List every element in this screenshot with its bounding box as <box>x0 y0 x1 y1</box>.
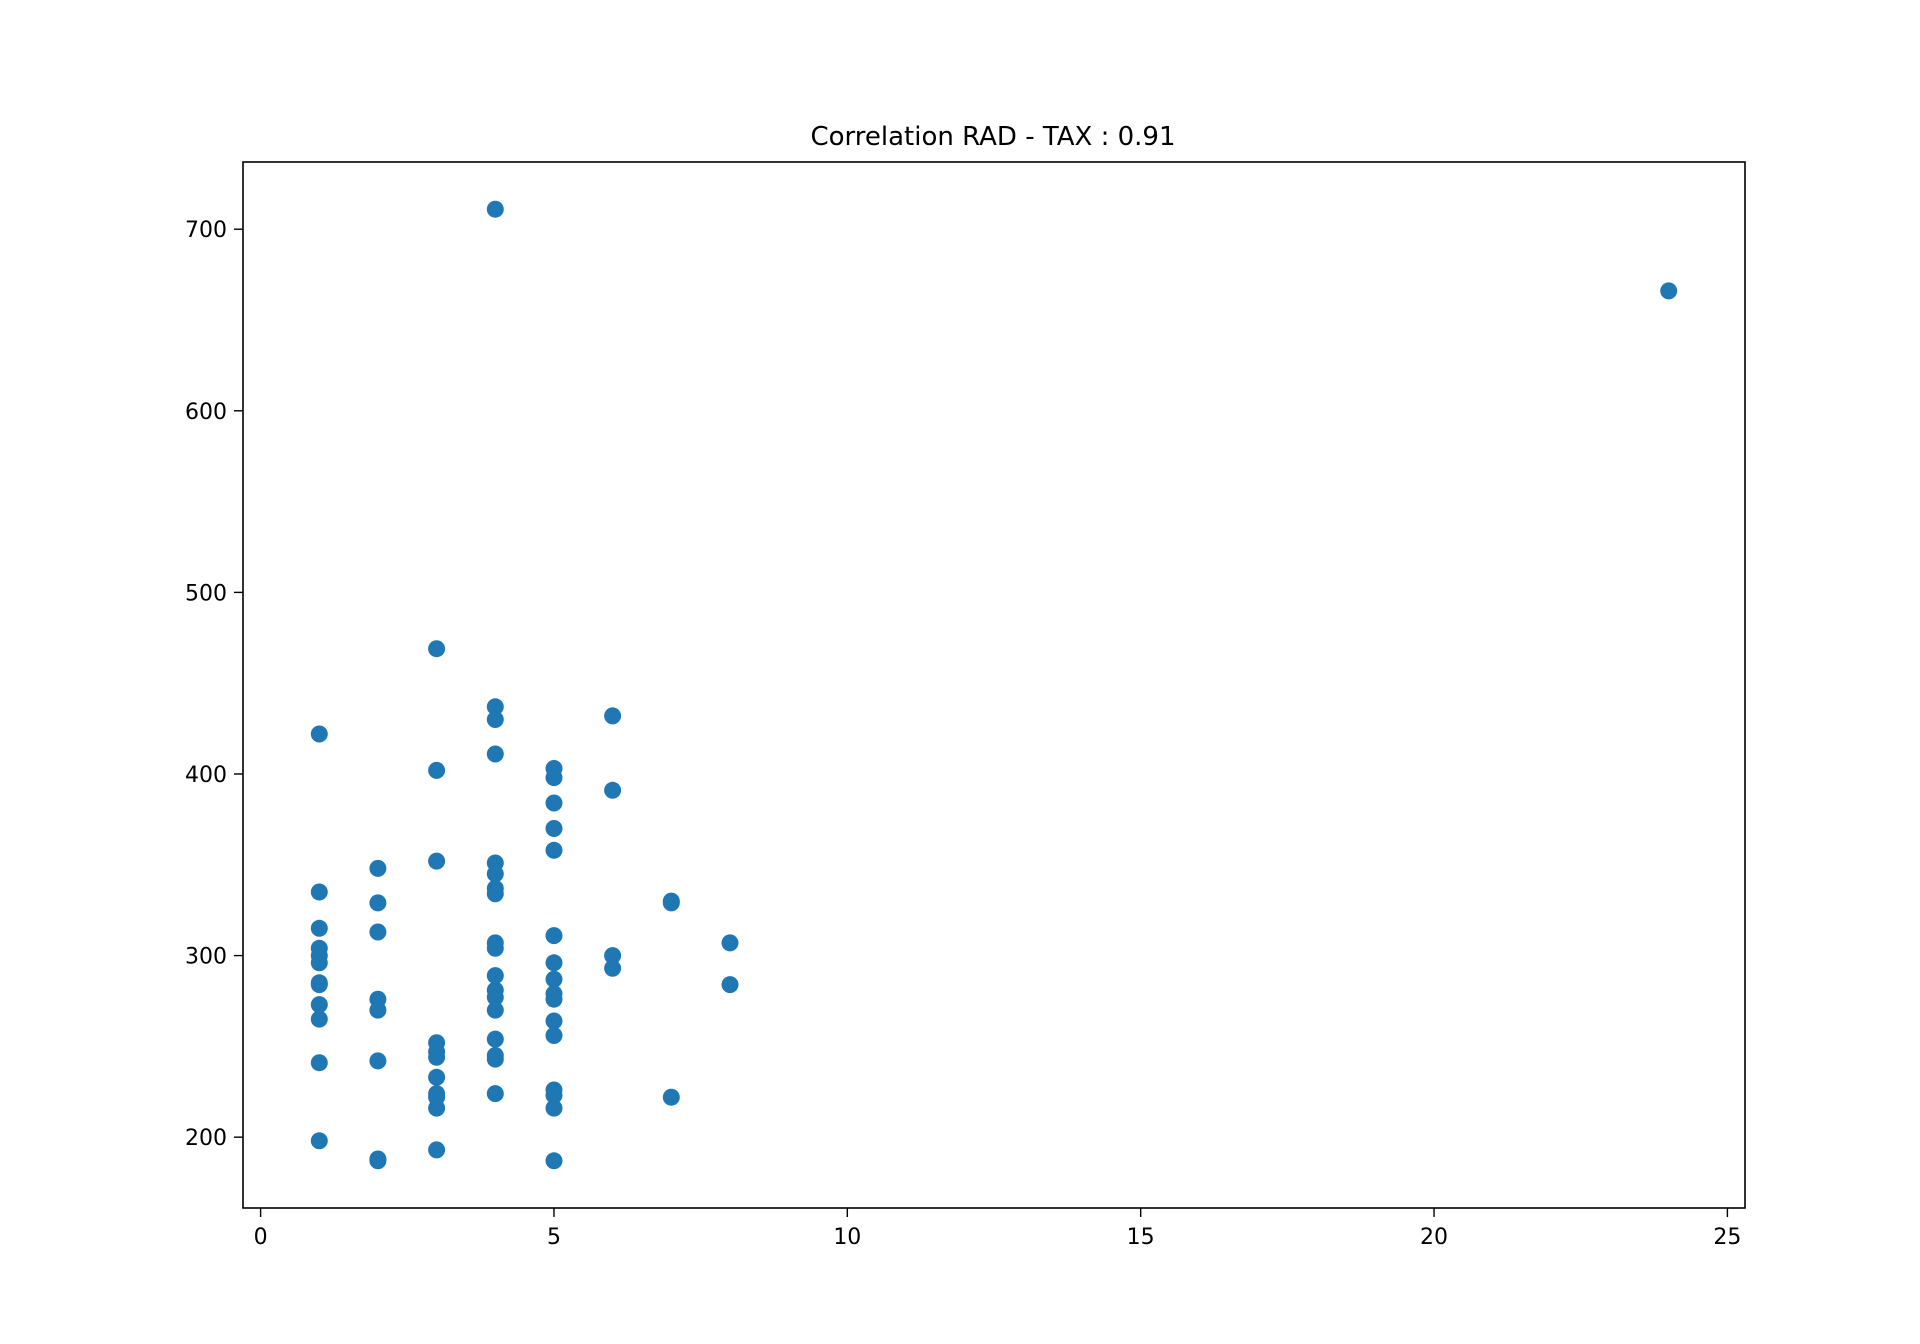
y-tick-label: 500 <box>185 581 227 606</box>
data-point <box>545 1099 563 1117</box>
data-point <box>662 1088 680 1106</box>
data-point <box>486 967 504 985</box>
data-point <box>486 745 504 763</box>
data-point <box>369 1052 387 1070</box>
plot-frame <box>242 161 1746 1209</box>
data-point <box>310 976 328 994</box>
data-point <box>486 1050 504 1068</box>
data-point <box>428 640 446 658</box>
x-tick-label: 15 <box>1127 1225 1155 1250</box>
data-point <box>428 1048 446 1066</box>
y-tick-label: 400 <box>185 763 227 788</box>
data-point <box>604 781 622 799</box>
data-point <box>662 894 680 912</box>
data-point <box>486 711 504 728</box>
data-point <box>486 200 504 218</box>
data-point <box>721 976 739 994</box>
data-point <box>310 996 328 1014</box>
data-point <box>486 865 504 883</box>
chart-title: Correlation RAD - TAX : 0.91 <box>810 122 1175 152</box>
data-point <box>604 959 622 977</box>
y-tick-label: 300 <box>185 945 227 970</box>
data-point <box>545 1086 563 1104</box>
x-tick-label: 10 <box>833 1225 861 1250</box>
data-point <box>545 927 563 945</box>
data-point <box>310 954 328 972</box>
ticks-layer: 0 5 10 15 20 25 200 300 400 500 600 700 <box>185 218 1741 1250</box>
data-point <box>545 1152 563 1170</box>
data-point <box>428 1141 446 1159</box>
data-point <box>428 1068 446 1086</box>
y-tick-label: 200 <box>185 1126 227 1151</box>
data-point <box>545 769 563 787</box>
data-point <box>428 1099 446 1117</box>
data-point <box>604 707 622 725</box>
data-point <box>486 988 504 1006</box>
data-point <box>545 1012 563 1030</box>
data-point <box>369 1152 387 1170</box>
x-tick-label: 0 <box>254 1225 268 1250</box>
data-point <box>310 919 328 937</box>
x-tick-label: 25 <box>1713 1225 1741 1250</box>
data-point <box>545 841 563 859</box>
data-point <box>545 1027 563 1044</box>
data-point <box>486 939 504 957</box>
data-point <box>604 947 622 965</box>
data-point <box>428 852 446 870</box>
data-point <box>545 820 563 837</box>
data-point <box>310 725 328 743</box>
data-point <box>369 894 387 912</box>
data-point <box>545 794 563 812</box>
data-point <box>369 1001 387 1019</box>
data-point <box>1660 282 1678 300</box>
data-point <box>486 1085 504 1103</box>
data-point <box>310 1010 328 1028</box>
data-point <box>545 970 563 988</box>
data-point <box>545 954 563 972</box>
y-tick-label: 700 <box>185 218 227 243</box>
data-point <box>486 1001 504 1019</box>
data-point <box>369 859 387 877</box>
data-point <box>310 1132 328 1150</box>
x-tick-label: 20 <box>1420 1225 1448 1250</box>
data-point <box>721 934 739 952</box>
data-point <box>428 761 446 779</box>
data-point <box>310 1054 328 1072</box>
data-point <box>486 1030 504 1048</box>
x-tick-label: 5 <box>547 1225 561 1250</box>
data-point <box>545 990 563 1008</box>
points-layer <box>310 200 1678 1170</box>
data-point <box>486 698 504 716</box>
y-tick-label: 600 <box>185 400 227 425</box>
data-point <box>486 885 504 903</box>
data-point <box>369 923 387 941</box>
data-point <box>310 883 328 901</box>
